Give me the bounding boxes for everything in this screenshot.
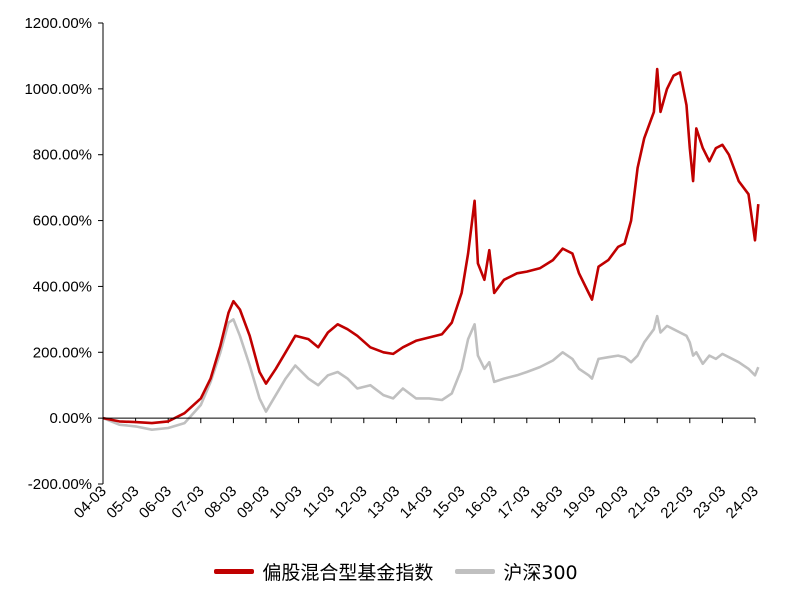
y-tick-label: 600.00% bbox=[33, 213, 92, 230]
x-tick-label: 14-03 bbox=[397, 483, 436, 522]
y-tick-label: 0.00% bbox=[49, 410, 92, 427]
y-tick-label: 200.00% bbox=[33, 344, 92, 361]
legend-swatch-csi300 bbox=[455, 568, 496, 574]
x-tick-label: 09-03 bbox=[234, 483, 273, 522]
legend-swatch-fund-index bbox=[214, 568, 255, 574]
x-tick-label: 12-03 bbox=[331, 483, 370, 522]
y-tick-label: -200.00% bbox=[28, 476, 92, 493]
y-tick-label: 1000.00% bbox=[24, 81, 92, 98]
x-tick-label: 13-03 bbox=[364, 483, 403, 522]
chart-area: -200.00% 0.00% 200.00% 400.00% 600.00% 800.00… bbox=[24, 15, 762, 522]
x-tick-label: 17-03 bbox=[494, 483, 533, 522]
x-tick-label: 06-03 bbox=[136, 483, 175, 522]
x-tick-label: 23-03 bbox=[690, 483, 729, 522]
x-tick-label: 05-03 bbox=[103, 483, 142, 522]
y-axis: -200.00% 0.00% 200.00% 400.00% 600.00% 800.00… bbox=[24, 15, 103, 493]
x-tick-label: 08-03 bbox=[201, 483, 240, 522]
x-axis: 04-0305-0306-0307-0308-0309-0310-0311-03… bbox=[71, 418, 762, 522]
series-line-fund-index bbox=[102, 67, 760, 425]
legend: 偏股混合型基金指数 沪深300 bbox=[0, 556, 792, 586]
y-tick-label: 400.00% bbox=[33, 278, 92, 295]
legend-label-csi300: 沪深300 bbox=[503, 561, 578, 584]
legend-item-fund-index: 偏股混合型基金指数 bbox=[214, 558, 433, 585]
y-tick-label: 1200.00% bbox=[24, 15, 92, 32]
x-tick-label: 22-03 bbox=[657, 483, 696, 522]
series-line-csi300 bbox=[102, 314, 760, 431]
x-tick-label: 20-03 bbox=[592, 483, 631, 522]
x-tick-label: 24-03 bbox=[723, 483, 762, 522]
series-layer bbox=[102, 67, 760, 431]
x-tick-label: 21-03 bbox=[625, 483, 664, 522]
x-tick-label: 18-03 bbox=[527, 483, 566, 522]
legend-label-fund-index: 偏股混合型基金指数 bbox=[262, 561, 434, 584]
x-tick-label: 19-03 bbox=[560, 483, 599, 522]
legend-item-csi300: 沪深300 bbox=[455, 558, 578, 585]
x-tick-label: 16-03 bbox=[462, 483, 501, 522]
x-tick-label: 07-03 bbox=[168, 483, 207, 522]
x-tick-label: 10-03 bbox=[266, 483, 305, 522]
y-tick-label: 800.00% bbox=[33, 147, 92, 164]
x-tick-label: 15-03 bbox=[429, 483, 468, 522]
x-tick-label: 11-03 bbox=[300, 483, 338, 521]
